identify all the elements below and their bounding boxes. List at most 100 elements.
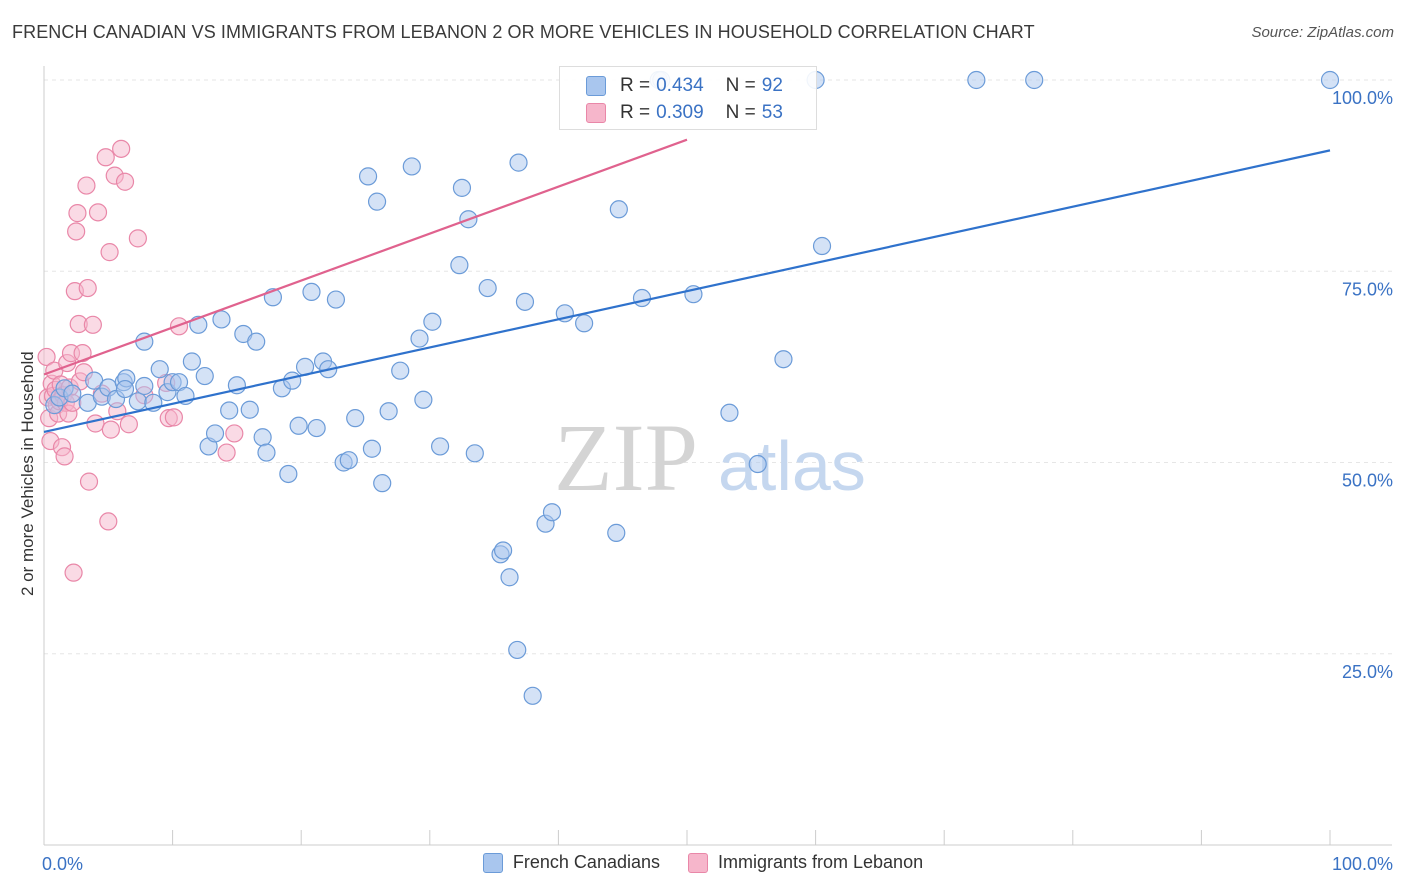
scatter-point-lebanon <box>86 414 105 433</box>
scatter-point-lebanon <box>55 447 74 466</box>
legend-item-french-canadians: French Canadians <box>482 852 660 873</box>
legend-r-value: 0.309 <box>656 102 704 123</box>
scatter-point-lebanon <box>88 203 108 222</box>
series-french-canadians <box>45 70 1340 705</box>
scatter-point-lebanon <box>112 139 131 158</box>
legend-n-label: N = <box>725 75 756 96</box>
scatter-point-lebanon <box>101 420 120 439</box>
scatter-point-lebanon <box>78 278 97 298</box>
scatter-point-lebanon <box>96 148 115 167</box>
scatter-point-french-canadian <box>289 416 308 435</box>
scatter-point-french-canadian <box>247 332 266 351</box>
scatter-point-french-canadian <box>195 366 214 386</box>
chart-title: FRENCH CANADIAN VS IMMIGRANTS FROM LEBAN… <box>12 22 1035 42</box>
scatter-point-french-canadian <box>205 424 225 443</box>
scatter-point-lebanon <box>164 408 183 427</box>
scatter-point-french-canadian <box>302 282 321 302</box>
scatter-point-lebanon <box>119 415 138 434</box>
scatter-point-french-canadian <box>478 278 497 298</box>
scatter-point-french-canadian <box>414 390 433 409</box>
legend-label: Immigrants from Lebanon <box>718 852 924 872</box>
scatter-point-lebanon <box>67 222 86 241</box>
legend-swatch-pink <box>688 852 708 873</box>
legend-label: French Canadians <box>512 852 660 872</box>
scatter-point-french-canadian <box>748 454 767 474</box>
scatter-point-french-canadian <box>452 178 472 197</box>
scatter-point-french-canadian <box>358 167 378 186</box>
scatter-point-french-canadian <box>326 290 346 309</box>
scatter-point-french-canadian <box>212 310 231 329</box>
scatter-point-french-canadian <box>1320 70 1340 90</box>
y-tick-label: 75.0% <box>1342 279 1393 299</box>
scatter-point-french-canadian <box>465 444 484 463</box>
scatter-point-lebanon <box>217 443 236 462</box>
legend-item-immigrants-from-lebanon: Immigrants from Lebanon <box>688 852 923 873</box>
scatter-point-french-canadian <box>220 401 239 420</box>
scatter-point-french-canadian <box>362 439 382 458</box>
y-tick-label: 25.0% <box>1342 662 1393 682</box>
scatter-point-lebanon <box>79 472 99 491</box>
scatter-point-french-canadian <box>632 288 652 308</box>
trend-lines <box>43 138 1331 433</box>
scatter-point-lebanon <box>37 347 56 367</box>
scatter-point-french-canadian <box>509 153 528 172</box>
legend-swatch-pink <box>586 103 606 123</box>
scatter-point-french-canadian <box>135 376 154 396</box>
scatter-point-french-canadian <box>720 403 739 422</box>
scatter-point-lebanon <box>225 424 244 443</box>
chart-source: Source: ZipAtlas.com <box>1251 24 1394 41</box>
y-tick-label: 100.0% <box>1332 88 1393 108</box>
scatter-point-french-canadian <box>430 437 450 456</box>
x-tick-label: 0.0% <box>42 854 83 874</box>
scatter-point-french-canadian <box>115 379 135 399</box>
scatter-point-french-canadian <box>257 443 276 462</box>
scatter-point-french-canadian <box>542 503 562 522</box>
legend-r-label: R = <box>620 102 651 123</box>
scatter-point-french-canadian <box>515 292 535 311</box>
series-legend: French Canadians Immigrants from Lebanon <box>0 852 1406 873</box>
scatter-point-lebanon <box>64 563 83 582</box>
scatter-point-french-canadian <box>402 157 421 176</box>
legend-r-label: R = <box>620 75 651 96</box>
scatter-point-french-canadian <box>1025 70 1044 90</box>
legend-n-value: 53 <box>761 102 783 123</box>
scatter-point-french-canadian <box>128 392 147 411</box>
watermark-zip: ZIP <box>554 404 698 511</box>
scatter-point-french-canadian <box>367 192 387 211</box>
y-tick-label: 50.0% <box>1342 471 1393 491</box>
legend-r-value: 0.434 <box>656 75 704 96</box>
scatter-point-french-canadian <box>253 428 272 447</box>
legend-n-value: 92 <box>761 75 783 96</box>
trend-line-lebanon <box>43 138 688 376</box>
watermark-atlas: atlas <box>718 427 866 505</box>
scatter-point-french-canadian <box>607 523 626 542</box>
correlation-legend: R = 0.434 N = 92 R = 0.309 N = 53 <box>559 66 817 130</box>
scatter-point-french-canadian <box>283 371 302 390</box>
scatter-point-french-canadian <box>373 474 392 493</box>
trend-line-french-canadians <box>43 149 1331 433</box>
scatter-point-lebanon <box>68 204 87 223</box>
legend-row-french-canadians: R = 0.434 N = 92 <box>586 75 783 97</box>
scatter-point-french-canadian <box>279 464 298 484</box>
scatter-point-lebanon <box>99 512 118 531</box>
scatter-point-lebanon <box>128 229 147 248</box>
x-tick-label: 100.0% <box>1332 854 1393 874</box>
scatter-point-french-canadian <box>379 402 398 421</box>
scatter-point-french-canadian <box>307 418 326 438</box>
scatter-point-french-canadian <box>523 686 542 705</box>
scatter-point-french-canadian <box>967 70 986 90</box>
legend-swatch-blue <box>482 852 503 873</box>
scatter-point-french-canadian <box>182 352 201 371</box>
scatter-point-lebanon <box>83 315 102 334</box>
tick-labels: 25.0% 50.0% 75.0% 100.0% 0.0% 100.0% <box>42 88 1393 874</box>
scatter-point-french-canadian <box>63 384 82 403</box>
scatter-point-french-canadian <box>450 256 469 275</box>
watermark: ZIP atlas <box>554 404 866 511</box>
scatter-point-french-canadian <box>500 568 519 587</box>
scatter-point-french-canadian <box>150 360 169 379</box>
scatter-point-french-canadian <box>575 314 594 333</box>
grid-lines <box>44 79 1392 655</box>
scatter-point-french-canadian <box>609 200 628 219</box>
scatter-point-french-canadian <box>339 451 358 470</box>
